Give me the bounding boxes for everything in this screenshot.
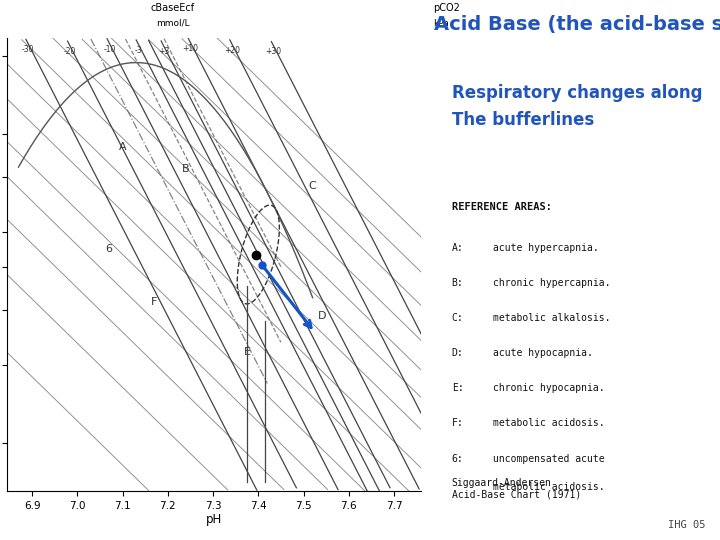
Text: Respiratory changes along: Respiratory changes along <box>451 84 702 102</box>
Text: acute hypocapnia.: acute hypocapnia. <box>492 348 593 359</box>
Text: -30: -30 <box>22 45 35 54</box>
Text: Siggaard-Andersen
Acid-Base Chart (1971): Siggaard-Andersen Acid-Base Chart (1971) <box>451 478 581 500</box>
Text: +20: +20 <box>224 46 240 55</box>
Text: E:: E: <box>451 383 464 394</box>
Text: F: F <box>151 297 158 307</box>
Text: C:: C: <box>451 313 464 323</box>
Text: A: A <box>119 142 127 152</box>
Text: The bufferlines: The bufferlines <box>451 111 594 129</box>
Text: IHG 05: IHG 05 <box>668 520 706 530</box>
Text: -10: -10 <box>103 45 115 53</box>
Text: F:: F: <box>451 418 464 429</box>
Text: chronic hypercapnia.: chronic hypercapnia. <box>492 278 610 288</box>
Text: C: C <box>309 181 317 191</box>
Text: -3: -3 <box>0 65 1 74</box>
Text: mmol/L: mmol/L <box>156 19 189 28</box>
Text: D:: D: <box>451 348 464 359</box>
Text: A:: A: <box>451 243 464 253</box>
Text: +30: +30 <box>266 48 282 57</box>
Text: -3: -3 <box>135 46 143 55</box>
Text: B:: B: <box>451 278 464 288</box>
Text: D: D <box>318 312 326 321</box>
Text: +3: +3 <box>158 47 169 56</box>
Text: -20: -20 <box>0 192 1 201</box>
Text: acute hypercapnia.: acute hypercapnia. <box>492 243 598 253</box>
Text: -30: -30 <box>0 433 1 442</box>
Text: 6: 6 <box>106 244 112 254</box>
Text: -10: -10 <box>0 119 1 129</box>
Text: pCO2: pCO2 <box>433 3 461 13</box>
Text: E: E <box>243 347 251 357</box>
Text: B: B <box>182 164 190 174</box>
Text: chronic hypocapnia.: chronic hypocapnia. <box>492 383 604 394</box>
Text: kPa: kPa <box>433 19 449 28</box>
Text: -20: -20 <box>63 47 76 56</box>
Text: metabolic acidosis.: metabolic acidosis. <box>492 482 604 492</box>
Text: metabolic acidosis.: metabolic acidosis. <box>492 418 604 429</box>
Text: Acid Base (the acid-base status): Acid Base (the acid-base status) <box>434 15 720 34</box>
Text: cBaseEcf: cBaseEcf <box>150 3 195 13</box>
Text: +10: +10 <box>182 44 199 53</box>
Text: REFERENCE AREAS:: REFERENCE AREAS: <box>451 202 552 213</box>
Text: uncompensated acute: uncompensated acute <box>492 454 604 464</box>
Text: metabolic alkalosis.: metabolic alkalosis. <box>492 313 610 323</box>
X-axis label: pH: pH <box>206 512 222 525</box>
Text: 6:: 6: <box>451 454 464 464</box>
